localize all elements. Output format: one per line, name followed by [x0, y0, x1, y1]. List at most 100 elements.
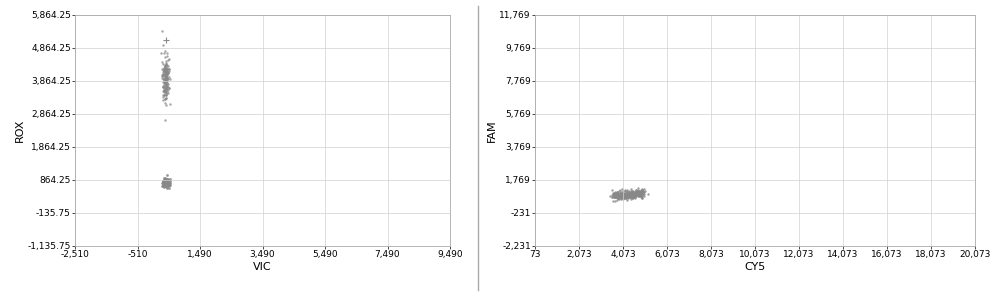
Point [609, 192, 625, 197]
Point [161, 69, 177, 73]
Point [630, 191, 646, 195]
Point [159, 76, 175, 81]
Point [158, 83, 174, 88]
Point [158, 74, 174, 78]
Point [614, 190, 630, 195]
Point [635, 190, 651, 194]
Point [158, 78, 174, 83]
Point [158, 77, 174, 81]
Point [155, 179, 171, 184]
Point [624, 192, 640, 197]
Point [157, 183, 173, 188]
Point [160, 180, 176, 185]
Point [160, 57, 176, 62]
Point [157, 179, 173, 184]
Point [155, 89, 171, 94]
Point [618, 193, 634, 198]
Point [155, 94, 171, 99]
Point [627, 189, 643, 194]
Point [156, 88, 172, 93]
Point [158, 59, 174, 64]
Point [634, 188, 650, 192]
Point [612, 193, 628, 198]
Point [157, 180, 173, 184]
Point [614, 192, 630, 197]
Point [610, 193, 626, 198]
Point [614, 194, 630, 199]
Point [626, 190, 642, 195]
Point [618, 192, 634, 196]
Point [618, 196, 634, 201]
Point [634, 196, 650, 200]
Point [636, 186, 652, 191]
Point [624, 190, 640, 195]
Point [158, 181, 174, 186]
Point [623, 190, 639, 195]
Point [626, 191, 642, 196]
Point [606, 195, 622, 200]
Point [156, 178, 172, 183]
Point [615, 194, 631, 199]
Point [614, 193, 630, 197]
Point [611, 193, 627, 198]
Point [631, 193, 647, 197]
Point [156, 69, 172, 73]
Point [626, 192, 642, 196]
Point [156, 67, 172, 72]
Point [159, 180, 175, 185]
Point [159, 63, 175, 67]
Point [628, 191, 644, 196]
Point [161, 67, 177, 72]
Point [635, 188, 651, 193]
Point [159, 82, 175, 87]
Point [627, 189, 643, 194]
Point [609, 194, 625, 199]
Point [608, 194, 624, 199]
Point [157, 181, 173, 186]
Point [609, 194, 625, 198]
Point [156, 181, 172, 185]
Point [156, 65, 172, 70]
Point [631, 189, 647, 193]
Point [159, 180, 175, 184]
Point [162, 182, 178, 187]
Point [619, 189, 635, 193]
Point [634, 191, 650, 196]
Point [610, 193, 626, 198]
Point [158, 182, 174, 187]
Point [156, 93, 172, 98]
Point [160, 178, 176, 183]
Point [609, 190, 625, 194]
Point [154, 59, 170, 64]
Point [158, 184, 174, 189]
Point [158, 86, 174, 90]
Point [158, 86, 174, 91]
Point [625, 192, 641, 196]
Point [611, 194, 627, 199]
Point [158, 182, 174, 186]
Point [159, 66, 175, 70]
Point [631, 188, 647, 193]
Point [633, 190, 649, 194]
Point [153, 50, 169, 55]
Point [157, 80, 173, 85]
Point [620, 193, 636, 198]
Point [631, 194, 647, 199]
Point [616, 192, 632, 196]
Point [611, 188, 627, 193]
Point [155, 181, 171, 186]
Point [624, 189, 640, 194]
Point [154, 67, 170, 71]
Point [620, 194, 636, 199]
Point [607, 193, 623, 198]
Point [158, 176, 174, 181]
Point [158, 91, 174, 96]
Point [159, 69, 175, 74]
Point [617, 193, 633, 197]
Point [158, 176, 174, 181]
Point [156, 69, 172, 74]
Point [610, 195, 626, 200]
Point [155, 68, 171, 73]
Point [621, 190, 637, 194]
Point [622, 195, 638, 200]
